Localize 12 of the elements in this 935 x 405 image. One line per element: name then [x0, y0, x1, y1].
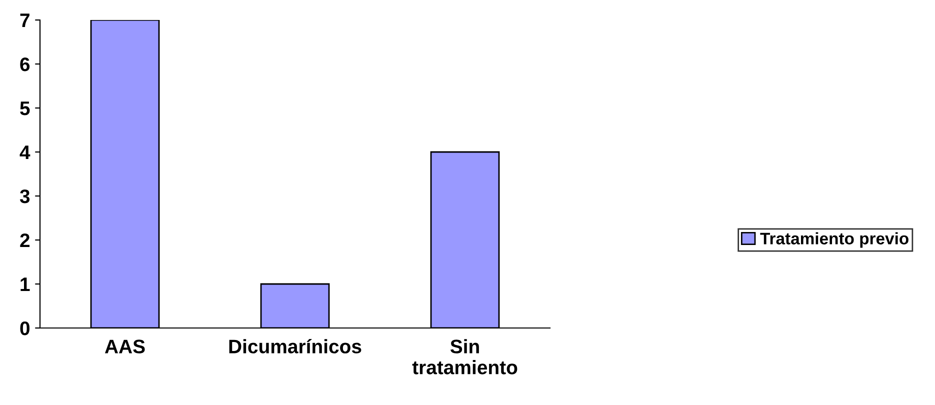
- x-tick-label: Sin tratamiento: [412, 339, 518, 374]
- y-tick-label: 4: [20, 146, 30, 160]
- legend-label: Tratamiento previo: [760, 232, 908, 248]
- y-tick-label: 1: [20, 278, 30, 292]
- y-tick-label: 3: [20, 189, 30, 204]
- y-tick-label: 7: [20, 14, 30, 28]
- x-tick-label: AAS: [104, 340, 145, 354]
- x-tick-label: Dicumarínicos: [229, 338, 362, 354]
- y-tick-label: 5: [20, 102, 30, 116]
- y-tick-label: 6: [20, 57, 30, 72]
- y-tick-label: 2: [20, 233, 30, 248]
- y-tick-label: 0: [20, 321, 30, 336]
